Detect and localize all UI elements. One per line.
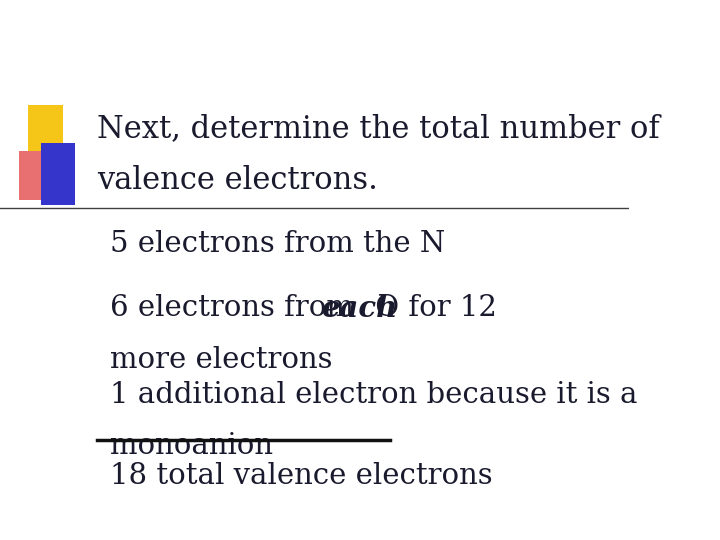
Text: each: each xyxy=(320,294,397,323)
Text: 18 total valence electrons: 18 total valence electrons xyxy=(110,462,492,490)
Text: 1 additional electron because it is a: 1 additional electron because it is a xyxy=(110,381,637,409)
Text: O for 12: O for 12 xyxy=(366,294,497,322)
Text: valence electrons.: valence electrons. xyxy=(97,165,378,195)
Bar xyxy=(41,143,76,205)
Bar xyxy=(28,105,63,170)
Text: 6 electrons from: 6 electrons from xyxy=(110,294,363,322)
Text: more electrons: more electrons xyxy=(110,346,333,374)
Bar xyxy=(19,151,53,200)
Text: Next, determine the total number of: Next, determine the total number of xyxy=(97,113,660,144)
Text: monoanion: monoanion xyxy=(110,432,273,460)
Text: 5 electrons from the N: 5 electrons from the N xyxy=(110,230,445,258)
